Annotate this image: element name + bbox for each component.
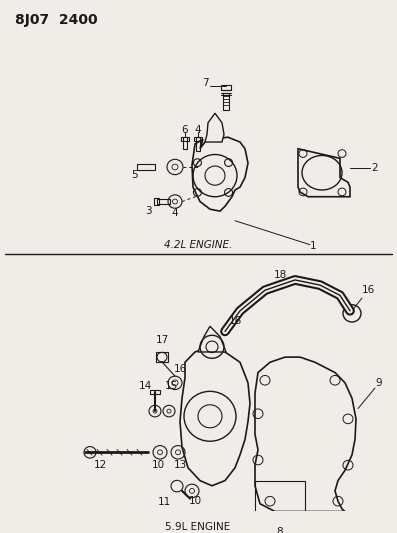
Bar [181,137,189,141]
Bar [196,137,200,151]
Polygon shape [192,137,248,211]
Text: 10: 10 [189,496,202,506]
Bar [137,164,155,170]
Bar [221,85,231,90]
Text: 10: 10 [151,460,165,470]
Text: 4: 4 [172,208,178,218]
Bar [183,137,187,149]
Text: 3: 3 [145,206,151,216]
Bar [157,199,170,204]
Polygon shape [198,326,226,352]
Text: 17: 17 [155,335,169,345]
Text: 11: 11 [157,497,171,507]
Text: 8: 8 [277,527,283,533]
Text: 18: 18 [274,270,287,280]
Text: 14: 14 [139,381,152,391]
Text: 5: 5 [132,169,138,180]
Text: 8J07  2400: 8J07 2400 [15,13,98,27]
Text: 13: 13 [173,460,187,470]
Text: 12: 12 [93,460,107,470]
Bar [154,198,159,205]
Text: 16: 16 [361,285,375,295]
Polygon shape [298,149,350,197]
Text: 16: 16 [173,365,187,374]
Polygon shape [255,357,356,512]
Bar [194,137,202,141]
Text: 5.9L ENGINE: 5.9L ENGINE [166,522,231,532]
Text: 7: 7 [202,78,208,88]
Polygon shape [180,347,250,486]
Bar [255,481,305,514]
Text: 1: 1 [310,241,316,251]
Text: 4: 4 [195,125,201,134]
Bar [156,352,168,362]
Bar [150,390,160,394]
Text: 9: 9 [376,378,382,388]
Text: 2: 2 [372,163,378,173]
Text: 16: 16 [228,316,242,326]
Text: 6: 6 [182,125,188,134]
Text: 15: 15 [164,381,177,391]
Bar [223,93,229,110]
Polygon shape [205,113,224,142]
Text: 4.2L ENGINE.: 4.2L ENGINE. [164,240,232,249]
